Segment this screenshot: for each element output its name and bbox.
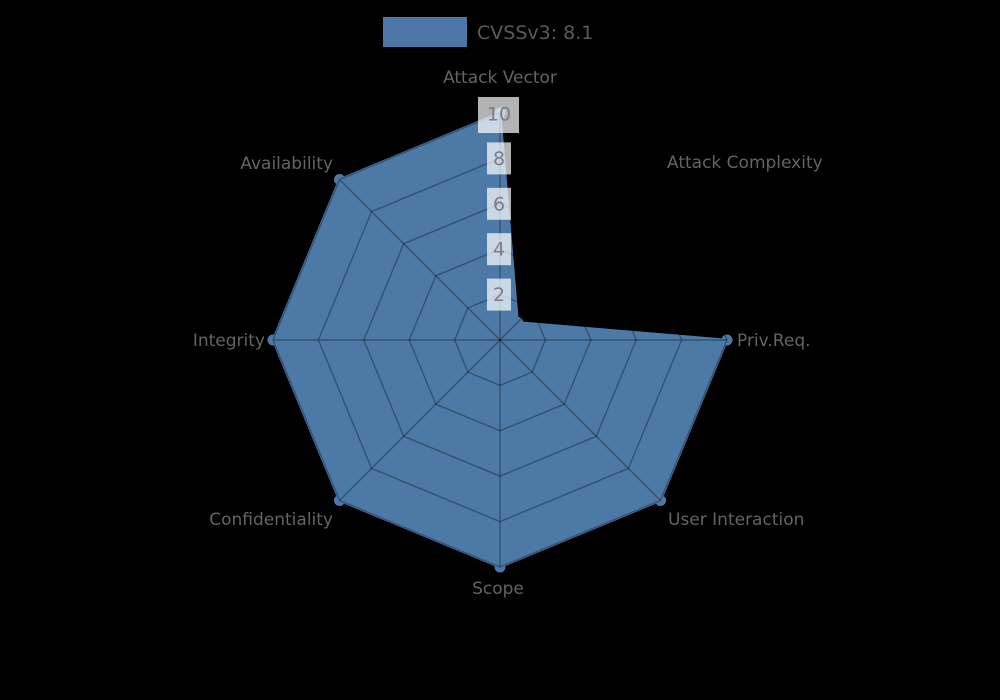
tick-text-2: 2 [493, 284, 505, 306]
tick-text-4: 4 [493, 239, 505, 261]
tick-label-10: 10 [478, 97, 519, 133]
vertex-marker [655, 495, 667, 507]
grid-ring [363, 203, 637, 477]
legend-swatch [383, 17, 467, 47]
grid-spoke [499, 339, 662, 502]
vertex-marker [721, 334, 733, 346]
tick-label-6: 6 [487, 187, 511, 220]
axis-label-confidentiality: Confidentiality [209, 510, 333, 530]
tick-text-8: 8 [493, 148, 505, 170]
axis-labels: Attack Vector Attack Complexity Priv.Req… [193, 68, 823, 599]
axis-label-scope: Scope [472, 579, 524, 599]
axis-label-availability: Availability [240, 154, 333, 174]
tick-box [487, 233, 511, 266]
grid-ring [408, 248, 592, 432]
radar-plot-area [267, 107, 733, 573]
vertex-marker [512, 316, 524, 328]
vertex-marker [494, 561, 506, 573]
tick-label-4: 4 [487, 233, 511, 266]
grid-ring [272, 112, 728, 568]
tick-box [487, 278, 511, 311]
grid-ring [453, 293, 547, 387]
axis-label-attack-vector: Attack Vector [443, 68, 557, 88]
vertex-marker [333, 173, 345, 185]
tick-box [478, 97, 519, 133]
tick-text-6: 6 [493, 193, 505, 215]
legend: CVSSv3: 8.1 [383, 17, 593, 47]
grid-spoke [499, 178, 662, 341]
axis-label-priv-req: Priv.Req. [737, 331, 811, 351]
grid-ring [317, 157, 683, 523]
grid-spoke [338, 339, 501, 502]
tick-label-8: 8 [487, 142, 511, 175]
axis-label-integrity: Integrity [193, 331, 265, 351]
grid-spoke [338, 178, 501, 341]
vertex-marker [333, 495, 345, 507]
vertex-marker [267, 334, 279, 346]
radial-tick-labels: 2 4 6 8 10 [478, 97, 519, 311]
tick-text-10: 10 [487, 104, 511, 126]
tick-box [487, 187, 511, 220]
axis-label-attack-complexity: Attack Complexity [667, 153, 823, 173]
axis-label-user-interaction: User Interaction [668, 510, 804, 530]
tick-box [487, 142, 511, 175]
legend-label: CVSSv3: 8.1 [477, 22, 593, 44]
tick-label-2: 2 [487, 278, 511, 311]
